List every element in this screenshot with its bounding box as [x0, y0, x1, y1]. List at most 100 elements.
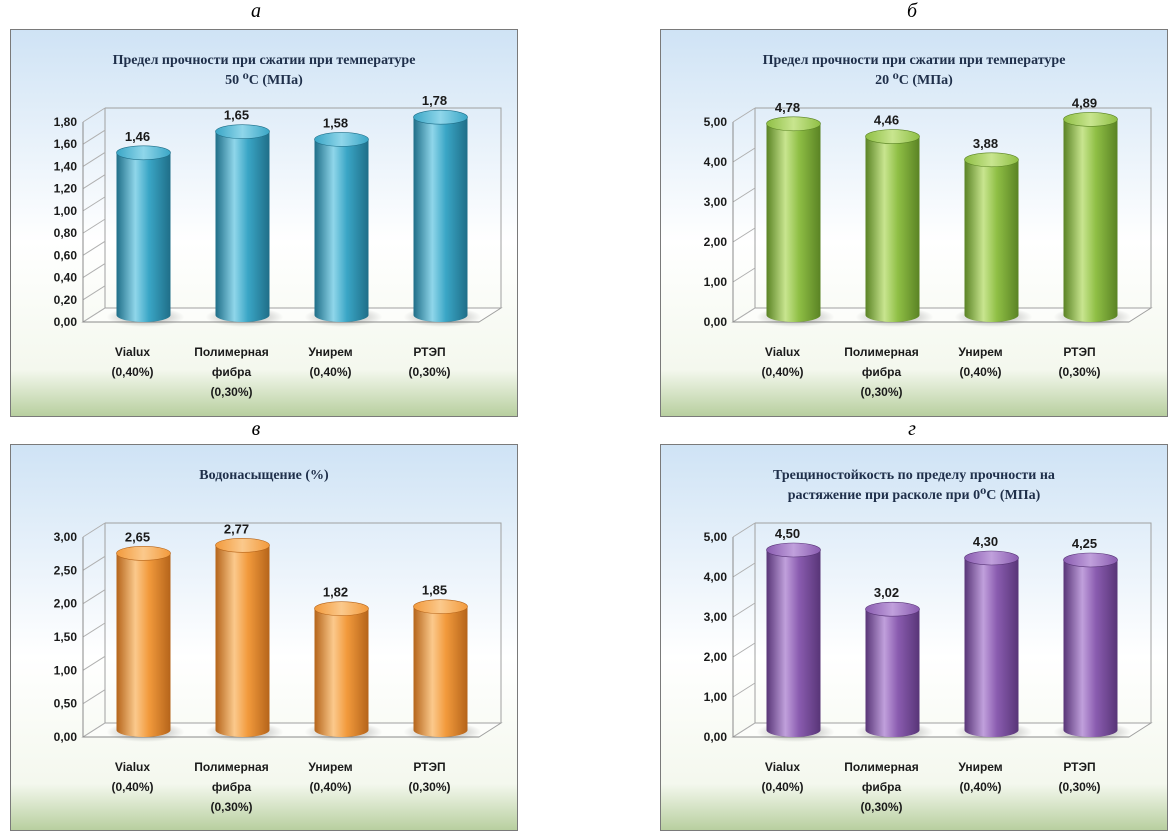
chart-title: Предел прочности при сжатии при температ… [113, 53, 416, 88]
y-tick-label: 3,00 [704, 610, 728, 624]
y-gridline [82, 129, 106, 145]
y-gridline [732, 227, 756, 243]
y-gridline [732, 522, 756, 538]
y-gridline [732, 267, 756, 283]
bar-value-label: 1,78 [422, 93, 447, 108]
bar-value-label: 1,82 [323, 585, 348, 600]
y-tick-label: 1,00 [54, 663, 78, 677]
panel-letter-a: а [251, 0, 261, 22]
bar [106, 546, 185, 742]
x-tick-label: Полимерная фибра (0,30%) [844, 760, 918, 814]
y-gridline [82, 285, 106, 301]
y-tick-label: 2,50 [54, 563, 78, 577]
y-gridline [82, 689, 106, 705]
y-tick-label: 4,00 [704, 570, 728, 584]
y-tick-label: 1,00 [704, 275, 728, 289]
chart-svg: Предел прочности при сжатии при температ… [11, 30, 517, 416]
y-tick-label: 1,50 [54, 630, 78, 644]
bar-value-label: 4,50 [775, 526, 800, 541]
x-tick-label: Полимерная фибра (0,30%) [194, 760, 268, 814]
bar [403, 109, 482, 327]
y-gridline [732, 642, 756, 658]
y-tick-label: 2,00 [704, 650, 728, 664]
y-gridline [732, 722, 756, 738]
y-tick-label: 0,00 [704, 730, 728, 744]
panel-letter-g: г [908, 418, 916, 440]
bar-value-label: 1,46 [125, 129, 150, 144]
y-gridline [732, 602, 756, 618]
chart-title: Трещиностойкость по пределу прочности на… [773, 468, 1055, 503]
bar-value-label: 1,85 [422, 583, 447, 598]
y-gridline [82, 307, 106, 323]
y-gridline [82, 152, 106, 167]
panel-letter-v: в [251, 418, 261, 440]
y-gridline [82, 107, 106, 123]
chart-panel-a: Предел прочности при сжатии при температ… [10, 29, 518, 417]
y-gridline [82, 655, 106, 671]
y-gridline [82, 722, 106, 738]
y-tick-label: 5,00 [704, 530, 728, 544]
bar [304, 132, 383, 327]
y-gridline [82, 555, 106, 571]
y-tick-label: 4,00 [704, 155, 728, 169]
bar [403, 599, 482, 742]
bar-value-label: 4,30 [973, 534, 998, 549]
y-gridline [732, 562, 756, 578]
chart-title: Предел прочности при сжатии при температ… [763, 53, 1066, 88]
x-tick-label: Унирем (0,40%) [308, 760, 352, 794]
bar [1053, 552, 1132, 742]
chart-title: Водонасыщение (%) [199, 468, 329, 483]
chart-panel-g: Трещиностойкость по пределу прочности на… [660, 444, 1168, 831]
x-tick-label: Унирем (0,40%) [308, 345, 352, 379]
x-tick-label: Vialux (0,40%) [111, 345, 153, 379]
y-gridline [82, 522, 106, 538]
bar [1053, 112, 1132, 327]
x-tick-label: РТЭП (0,30%) [408, 345, 450, 379]
chart-svg: Предел прочности при сжатии при температ… [661, 30, 1167, 416]
y-gridline [82, 622, 106, 638]
bar-value-label: 3,88 [973, 136, 998, 151]
bar [756, 116, 835, 327]
x-tick-label: Полимерная фибра (0,30%) [194, 345, 268, 399]
y-gridline [732, 307, 756, 323]
y-tick-label: 2,00 [54, 597, 78, 611]
y-tick-label: 0,00 [54, 315, 78, 329]
y-tick-label: 5,00 [704, 115, 728, 129]
y-tick-label: 0,00 [54, 730, 78, 744]
y-tick-label: 3,00 [704, 195, 728, 209]
y-tick-label: 0,20 [54, 293, 78, 307]
chart-svg: Водонасыщение (%) 0,00 0,50 1,00 1,50 2,00 2,5… [11, 445, 517, 830]
x-tick-label: РТЭП (0,30%) [1058, 760, 1100, 794]
bar [304, 601, 383, 742]
bar [954, 152, 1033, 327]
y-tick-label: 1,60 [54, 137, 78, 151]
y-gridline [732, 682, 756, 698]
chart-panel-b: Предел прочности при сжатии при температ… [660, 29, 1168, 417]
y-tick-label: 0,40 [54, 271, 78, 285]
bar [855, 129, 934, 327]
y-gridline [732, 107, 756, 123]
x-tick-label: Vialux (0,40%) [761, 760, 803, 794]
y-tick-label: 3,00 [54, 530, 78, 544]
bar [954, 550, 1033, 742]
x-tick-label: Vialux (0,40%) [761, 345, 803, 379]
y-gridline [82, 240, 106, 256]
bar-value-label: 4,46 [874, 113, 899, 128]
x-tick-label: РТЭП (0,30%) [408, 760, 450, 794]
x-tick-label: Полимерная фибра (0,30%) [844, 345, 918, 399]
x-tick-label: Унирем (0,40%) [958, 345, 1002, 379]
y-tick-label: 1,00 [704, 690, 728, 704]
bar [205, 538, 284, 742]
chart-svg: Трещиностойкость по пределу прочности на… [661, 445, 1167, 830]
bar-value-label: 2,65 [125, 529, 150, 544]
bar-value-label: 1,58 [323, 115, 348, 130]
y-tick-label: 1,20 [54, 182, 78, 196]
y-gridline [82, 589, 106, 605]
x-tick-label: РТЭП (0,30%) [1058, 345, 1100, 379]
y-gridline [732, 187, 756, 203]
bar [106, 145, 185, 327]
y-gridline [82, 174, 106, 190]
bar [205, 124, 284, 327]
y-gridline [82, 263, 106, 278]
y-tick-label: 1,00 [54, 204, 78, 218]
